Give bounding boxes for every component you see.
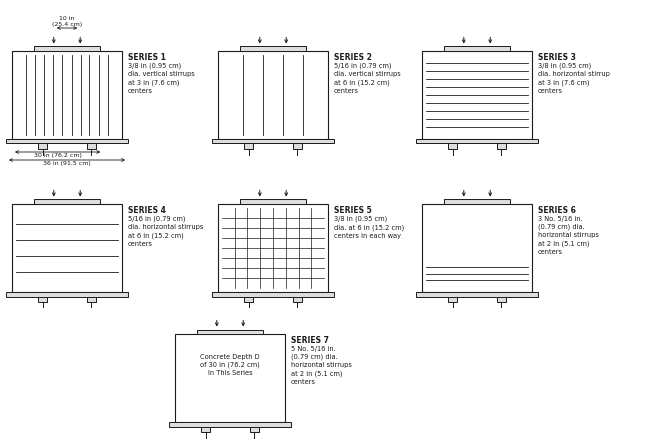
Text: 3/8 in (0.95 cm)
dia. horizontal stirrup
at 3 in (7.6 cm)
centers: 3/8 in (0.95 cm) dia. horizontal stirrup…	[538, 63, 610, 94]
Bar	[422, 204, 532, 292]
Bar	[202, 426, 210, 432]
Bar	[496, 296, 506, 302]
Bar	[444, 46, 510, 51]
Bar	[87, 296, 96, 302]
Text: 30 in (76.2 cm): 30 in (76.2 cm)	[34, 153, 81, 159]
Text: SERIES 6: SERIES 6	[538, 206, 576, 215]
Text: SERIES 5: SERIES 5	[334, 206, 371, 215]
Text: 10 in
(25.4 cm): 10 in (25.4 cm)	[52, 16, 82, 27]
Bar	[422, 51, 532, 139]
Text: SERIES 7: SERIES 7	[291, 336, 329, 345]
Bar	[250, 426, 258, 432]
Bar	[448, 296, 457, 302]
Text: 5/16 in (0.79 cm)
dia. horizontal stirrups
at 6 in (15.2 cm)
centers: 5/16 in (0.79 cm) dia. horizontal stirru…	[128, 216, 204, 247]
Bar	[212, 292, 334, 296]
Text: SERIES 3: SERIES 3	[538, 53, 576, 62]
Text: Concrete Depth D
of 30 in (76.2 cm)
In This Series: Concrete Depth D of 30 in (76.2 cm) In T…	[200, 354, 260, 376]
Bar	[293, 296, 301, 302]
Bar	[6, 139, 128, 143]
Bar	[245, 143, 253, 149]
Bar	[87, 143, 96, 149]
Bar	[34, 199, 100, 204]
Text: SERIES 1: SERIES 1	[128, 53, 166, 62]
Bar	[444, 199, 510, 204]
Bar	[6, 292, 128, 296]
Bar	[293, 143, 301, 149]
Bar	[448, 143, 457, 149]
Bar	[212, 139, 334, 143]
Bar	[12, 204, 122, 292]
Text: 36 in (91.5 cm): 36 in (91.5 cm)	[43, 161, 91, 166]
Bar	[38, 143, 48, 149]
Text: 3/8 in (0.95 cm)
dia. at 6 in (15.2 cm)
centers in each way: 3/8 in (0.95 cm) dia. at 6 in (15.2 cm) …	[334, 216, 405, 239]
Text: 3/8 in (0.95 cm)
dia. vertical stirrups
at 3 in (7.6 cm)
centers: 3/8 in (0.95 cm) dia. vertical stirrups …	[128, 63, 195, 94]
Text: SERIES 4: SERIES 4	[128, 206, 166, 215]
Bar	[416, 292, 538, 296]
Bar	[218, 204, 328, 292]
Bar	[240, 46, 306, 51]
Text: SERIES 2: SERIES 2	[334, 53, 372, 62]
Bar	[245, 296, 253, 302]
Bar	[38, 296, 48, 302]
Bar	[34, 46, 100, 51]
Bar	[240, 199, 306, 204]
Bar	[169, 422, 291, 426]
Bar	[12, 51, 122, 139]
Bar	[218, 51, 328, 139]
Text: 5/16 in (0.79 cm)
dia. vertical stirrups
at 6 in (15.2 cm)
centers: 5/16 in (0.79 cm) dia. vertical stirrups…	[334, 63, 401, 94]
Text: 5 No. 5/16 in.
(0.79 cm) dia.
horizontal stirrups
at 2 in (5.1 cm)
centers: 5 No. 5/16 in. (0.79 cm) dia. horizontal…	[291, 346, 352, 385]
Bar	[197, 329, 263, 334]
Bar	[416, 139, 538, 143]
Bar	[175, 334, 285, 422]
Bar	[496, 143, 506, 149]
Text: 3 No. 5/16 in.
(0.79 cm) dia.
horizontal stirrups
at 2 in (5.1 cm)
centers: 3 No. 5/16 in. (0.79 cm) dia. horizontal…	[538, 216, 599, 255]
